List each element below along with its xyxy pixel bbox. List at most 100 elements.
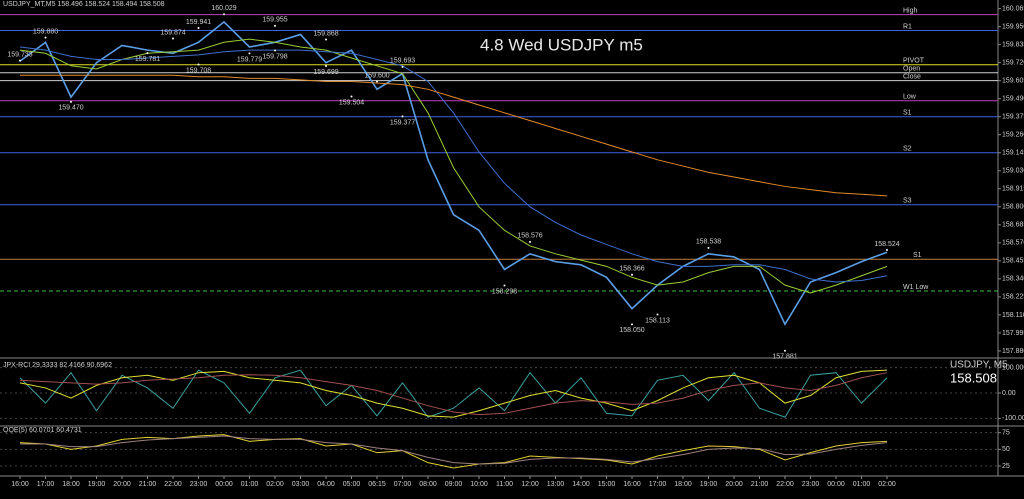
y-tick-label: 160.065 [1002, 5, 1024, 12]
annotation-point [197, 63, 200, 66]
annotation-point [146, 52, 149, 55]
annotation-point [274, 49, 276, 52]
x-tick-label: 11:00 [496, 481, 513, 488]
y-tick-label: 158.455 [1002, 258, 1024, 265]
annotation-point [631, 323, 633, 326]
y-tick-label: 159.375 [1002, 114, 1024, 121]
annotation-label: 158.050 [619, 327, 644, 334]
series-line [19, 372, 888, 416]
series-line [20, 435, 888, 465]
annotation-label: 159.798 [262, 53, 287, 60]
x-tick-label: 01:00 [241, 481, 259, 488]
x-tick-label: 20:00 [113, 481, 131, 488]
level-label: PIVOT [903, 58, 925, 65]
annotation-label: 159.874 [160, 29, 185, 36]
x-tick-label: 17:00 [649, 481, 667, 488]
series-line [19, 46, 888, 283]
level-label: High [903, 7, 918, 14]
annotation-point [886, 249, 888, 252]
y-tick-label: 158.225 [1002, 294, 1024, 301]
annotation-point [325, 38, 327, 41]
annotation-point [350, 95, 353, 98]
annotation-point [631, 273, 633, 276]
annotation-point [248, 52, 251, 55]
y-tick-label: 159.260 [1002, 132, 1024, 139]
x-tick-label: 23:00 [802, 481, 820, 488]
x-tick-label: 20:00 [725, 481, 743, 488]
level-label: Open [903, 66, 920, 73]
annotation-label: 158.576 [517, 233, 542, 240]
level-label: W1 Low [903, 284, 929, 291]
y-tick-label: 159.720 [1002, 60, 1024, 67]
x-tick-label: 15:00 [598, 481, 616, 488]
annotation-label: 157.881 [772, 354, 797, 361]
x-tick-label: 00:00 [215, 481, 233, 488]
annotation-point [223, 13, 225, 16]
x-tick-label: 02:00 [266, 481, 284, 488]
annotation-point [401, 65, 404, 68]
y-tick-label: 159.950 [1002, 23, 1024, 30]
annotation-label: 159.600 [364, 72, 389, 79]
annotation-point [19, 59, 21, 62]
series-line [19, 369, 888, 418]
x-tick-label: 21:00 [751, 481, 769, 488]
level-label: S1 [913, 252, 922, 259]
x-tick-label: 02:00 [878, 481, 896, 488]
level-label: Close [903, 74, 921, 81]
level-label: R1 [903, 23, 912, 30]
x-tick-label: 22:00 [164, 481, 182, 488]
annotation-point [784, 349, 786, 352]
annotation-label: 159.699 [313, 69, 338, 76]
y-tick-label: 158.570 [1002, 240, 1024, 247]
y-tick-label: 25 [1002, 463, 1010, 470]
y-tick-label: 157.995 [1002, 330, 1024, 337]
series-line [20, 74, 888, 197]
x-tick-label: 22:00 [776, 481, 794, 488]
annotation-label: 159.470 [58, 105, 83, 112]
x-tick-label: 13:00 [547, 481, 565, 488]
annotation-label: 159.693 [390, 58, 415, 65]
annotation-label: 159.941 [186, 19, 211, 26]
x-tick-label: 16:00 [11, 481, 29, 488]
x-tick-label: 10:00 [470, 481, 488, 488]
annotation-label: 160.029 [211, 5, 236, 12]
annotation-label: 159.377 [390, 119, 415, 126]
annotation-label: 159.708 [186, 67, 211, 74]
y-tick-label: 158.800 [1002, 204, 1024, 211]
last-price: 158.508 [950, 370, 997, 385]
x-tick-label: 04:00 [317, 481, 335, 488]
x-tick-label: 07:00 [394, 481, 412, 488]
x-tick-label: 16:00 [623, 481, 641, 488]
x-tick-label: 05:00 [343, 481, 361, 488]
x-tick-label: 09:00 [445, 481, 463, 488]
panel-title: JPX-RCI 29.3333 82.4166 90.6962 [3, 362, 112, 369]
annotation-label: 158.366 [619, 266, 644, 273]
y-tick-label: 159.835 [1002, 41, 1024, 48]
annotation-label: 159.733 [7, 51, 32, 58]
y-tick-label: 158.110 [1002, 312, 1024, 319]
annotation-label: 159.781 [135, 56, 160, 63]
annotation-point [44, 36, 47, 39]
annotation-point [529, 240, 531, 243]
x-tick-label: 18:00 [674, 481, 692, 488]
x-tick-label: 18:00 [62, 481, 80, 488]
annotation-label: 159.955 [262, 17, 287, 24]
annotation-point [197, 27, 200, 30]
x-tick-label: 01:00 [853, 481, 871, 488]
series-line [19, 434, 888, 469]
x-tick-label: 06:15 [368, 481, 386, 488]
y-tick-label: 50 [1002, 446, 1010, 453]
chart-title: 4.8 Wed USDJPY m5 [480, 35, 643, 54]
series-line [19, 38, 888, 294]
annotation-point [274, 24, 276, 27]
y-tick-label: 159.490 [1002, 96, 1024, 103]
level-label: S3 [903, 198, 912, 205]
annotation-label: 158.538 [696, 239, 721, 246]
level-label: S2 [903, 146, 912, 153]
x-tick-label: 19:00 [88, 481, 106, 488]
x-tick-label: 08:00 [419, 481, 437, 488]
annotation-point [172, 37, 174, 40]
